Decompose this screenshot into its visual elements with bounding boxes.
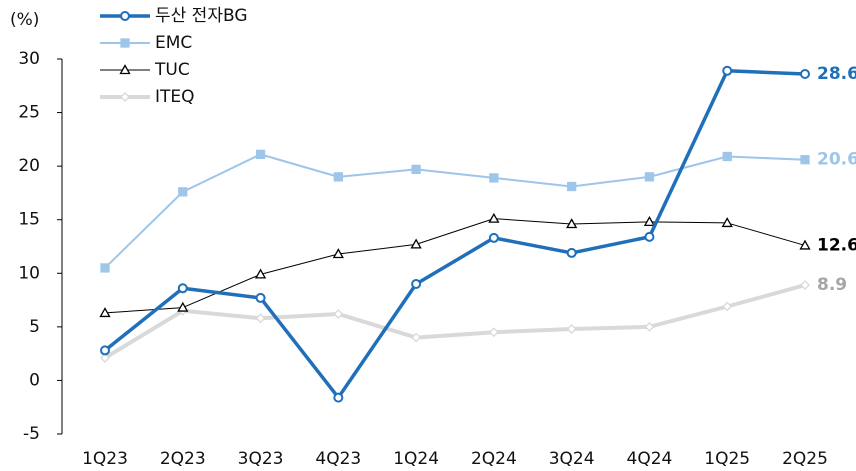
data-point [800,69,810,79]
legend-label: TUC [154,60,190,80]
data-point [644,321,655,332]
x-tick-label: 2Q25 [782,449,828,469]
data-point [643,216,656,227]
x-tick-label: 1Q25 [704,449,750,469]
series-line [104,218,806,314]
data-label: 8.9 [817,275,847,295]
data-point [100,345,110,356]
data-point [333,392,344,403]
y-tick-label: 20 [18,156,40,176]
data-point [721,217,733,228]
data-point [566,324,577,334]
data-point [722,151,732,162]
x-tick-label: 2Q24 [471,449,517,469]
data-point [333,172,343,182]
data-point [333,309,344,319]
data-point [566,247,577,258]
series-line [103,283,806,360]
legend-marker [120,11,130,21]
data-point [488,232,499,243]
data-point [567,181,577,192]
y-axis-label: (%) [10,10,39,30]
series-line [103,69,806,400]
data-point [255,149,266,160]
y-tick-label: 15 [18,210,40,230]
data-label: 28.6 [817,64,856,84]
data-point [644,231,655,242]
data-point [799,239,811,250]
data-point [489,173,499,183]
x-tick-label: 4Q24 [627,449,673,469]
data-point [488,212,500,223]
x-tick-label: 3Q24 [549,449,595,469]
data-point [644,172,655,182]
data-point [100,263,110,273]
y-tick-label: 5 [29,317,40,337]
legend-marker [120,38,130,48]
y-tick-label: 10 [18,263,40,283]
y-tick-label: 0 [29,370,40,390]
data-point [410,238,422,249]
legend-marker [119,64,131,75]
data-point [411,332,422,343]
data-point [100,353,110,363]
x-tick-label: 1Q24 [393,449,439,469]
x-tick-label: 4Q23 [315,449,361,469]
x-tick-label: 1Q23 [82,449,128,469]
data-point [411,164,421,175]
data-point [177,301,189,312]
data-point [488,327,499,338]
data-point [177,283,188,294]
y-tick-label: 30 [18,49,40,69]
data-point [178,187,188,197]
y-tick-label: -5 [23,424,40,444]
data-point [800,280,810,290]
data-point [722,301,733,312]
data-label: 12.6 [817,235,856,255]
data-point [566,218,578,229]
data-label: 20.6 [817,150,856,170]
series-line [104,153,806,269]
data-point [255,313,266,324]
legend-label: EMC [155,33,192,53]
data-point [722,65,733,76]
data-point [255,292,266,303]
x-tick-label: 2Q23 [160,449,206,469]
y-tick-label: 25 [18,103,40,123]
x-tick-label: 3Q23 [238,449,284,469]
data-point [411,279,422,289]
legend-marker [120,92,130,102]
legend-label: 두산 전자BG [155,6,248,26]
data-point [332,248,344,259]
data-point [99,307,111,318]
legend-label: ITEQ [155,87,195,107]
data-point [800,155,810,165]
data-point [254,268,267,279]
